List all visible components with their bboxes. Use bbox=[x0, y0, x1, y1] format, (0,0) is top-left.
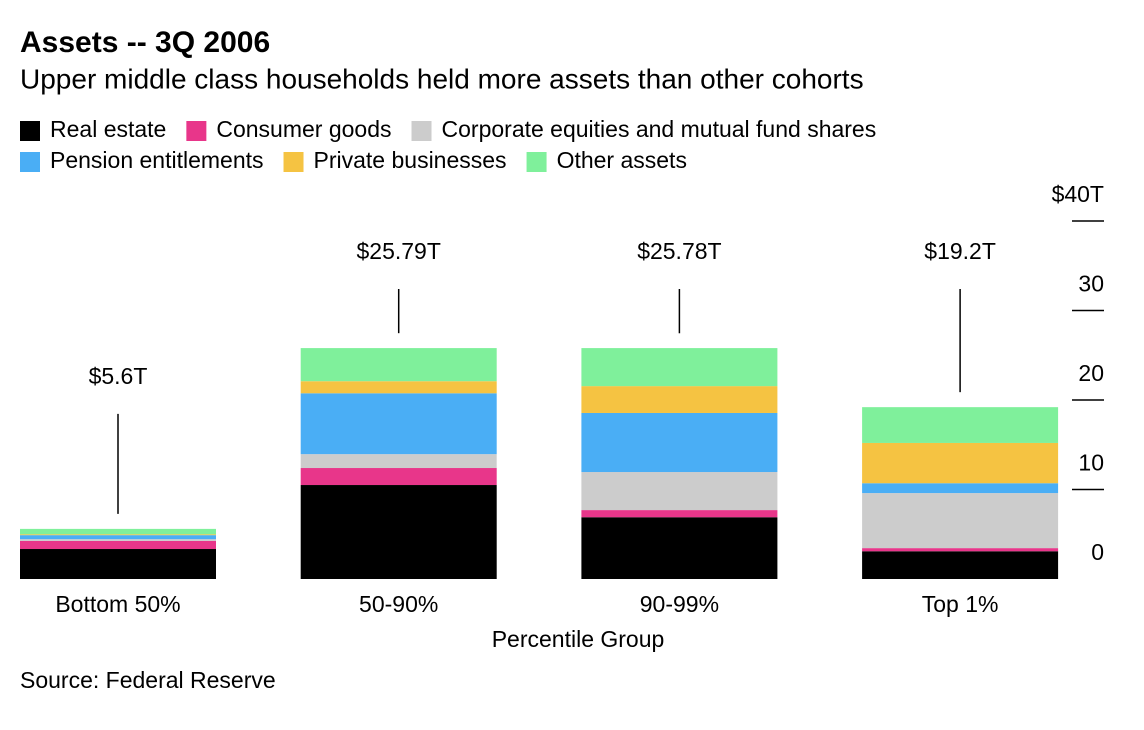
bar-segment bbox=[300, 393, 497, 455]
bar-segment bbox=[862, 551, 1059, 579]
legend-swatch bbox=[526, 152, 547, 172]
legend-swatch bbox=[186, 121, 207, 141]
bar-segment bbox=[581, 510, 778, 518]
bar-segment bbox=[581, 472, 778, 511]
bar-segment bbox=[862, 548, 1059, 552]
bar-segment bbox=[300, 348, 497, 382]
bar-segment bbox=[300, 381, 497, 394]
total-label: $25.78T bbox=[637, 238, 721, 264]
bar-segment bbox=[20, 540, 216, 550]
bar-segment bbox=[581, 386, 778, 413]
y-tick-label: 0 bbox=[1091, 539, 1104, 565]
bar-segment bbox=[20, 535, 216, 540]
legend-swatch bbox=[20, 121, 40, 141]
total-label: $5.6T bbox=[89, 363, 148, 389]
bar-segment bbox=[20, 534, 216, 536]
x-tick-label: 90-99% bbox=[640, 591, 719, 617]
x-tick-label: Bottom 50% bbox=[55, 591, 180, 617]
y-tick-label: 30 bbox=[1078, 271, 1104, 297]
bar-segment bbox=[581, 348, 778, 387]
bar-segment bbox=[862, 442, 1059, 484]
legend-swatch bbox=[411, 121, 432, 141]
bar-segment bbox=[862, 493, 1059, 549]
bar-segment bbox=[862, 407, 1059, 443]
legend-label: Real estate bbox=[50, 116, 166, 142]
chart-title: Assets -- 3Q 2006 bbox=[20, 26, 270, 59]
chart-subtitle: Upper middle class households held more … bbox=[20, 63, 864, 94]
y-tick-label: 20 bbox=[1078, 360, 1104, 386]
legend-label: Consumer goods bbox=[216, 116, 391, 142]
x-tick-label: 50-90% bbox=[359, 591, 438, 617]
bar-segment bbox=[300, 454, 497, 469]
legend-swatch bbox=[20, 152, 40, 172]
legend-label: Other assets bbox=[557, 147, 687, 173]
bar-segment bbox=[862, 483, 1059, 494]
bar-segment bbox=[581, 412, 778, 473]
y-tick-label: $40T bbox=[1052, 181, 1104, 207]
legend-swatch bbox=[283, 152, 304, 172]
bar-segment bbox=[300, 485, 497, 579]
bar-segment bbox=[20, 528, 216, 535]
x-tick-label: Top 1% bbox=[922, 591, 999, 617]
y-tick-label: 10 bbox=[1078, 450, 1104, 476]
legend-label: Corporate equities and mutual fund share… bbox=[442, 116, 877, 142]
bar-segment bbox=[300, 468, 497, 486]
source: Source: Federal Reserve bbox=[20, 667, 276, 693]
bar-segment bbox=[581, 517, 778, 579]
total-label: $25.79T bbox=[356, 238, 440, 264]
bar-segment bbox=[20, 549, 216, 579]
legend-label: Pension entitlements bbox=[50, 147, 264, 173]
x-axis-title: Percentile Group bbox=[492, 626, 665, 652]
bar-segment bbox=[20, 539, 216, 541]
legend-label: Private businesses bbox=[314, 147, 507, 173]
total-label: $19.2T bbox=[924, 238, 996, 264]
